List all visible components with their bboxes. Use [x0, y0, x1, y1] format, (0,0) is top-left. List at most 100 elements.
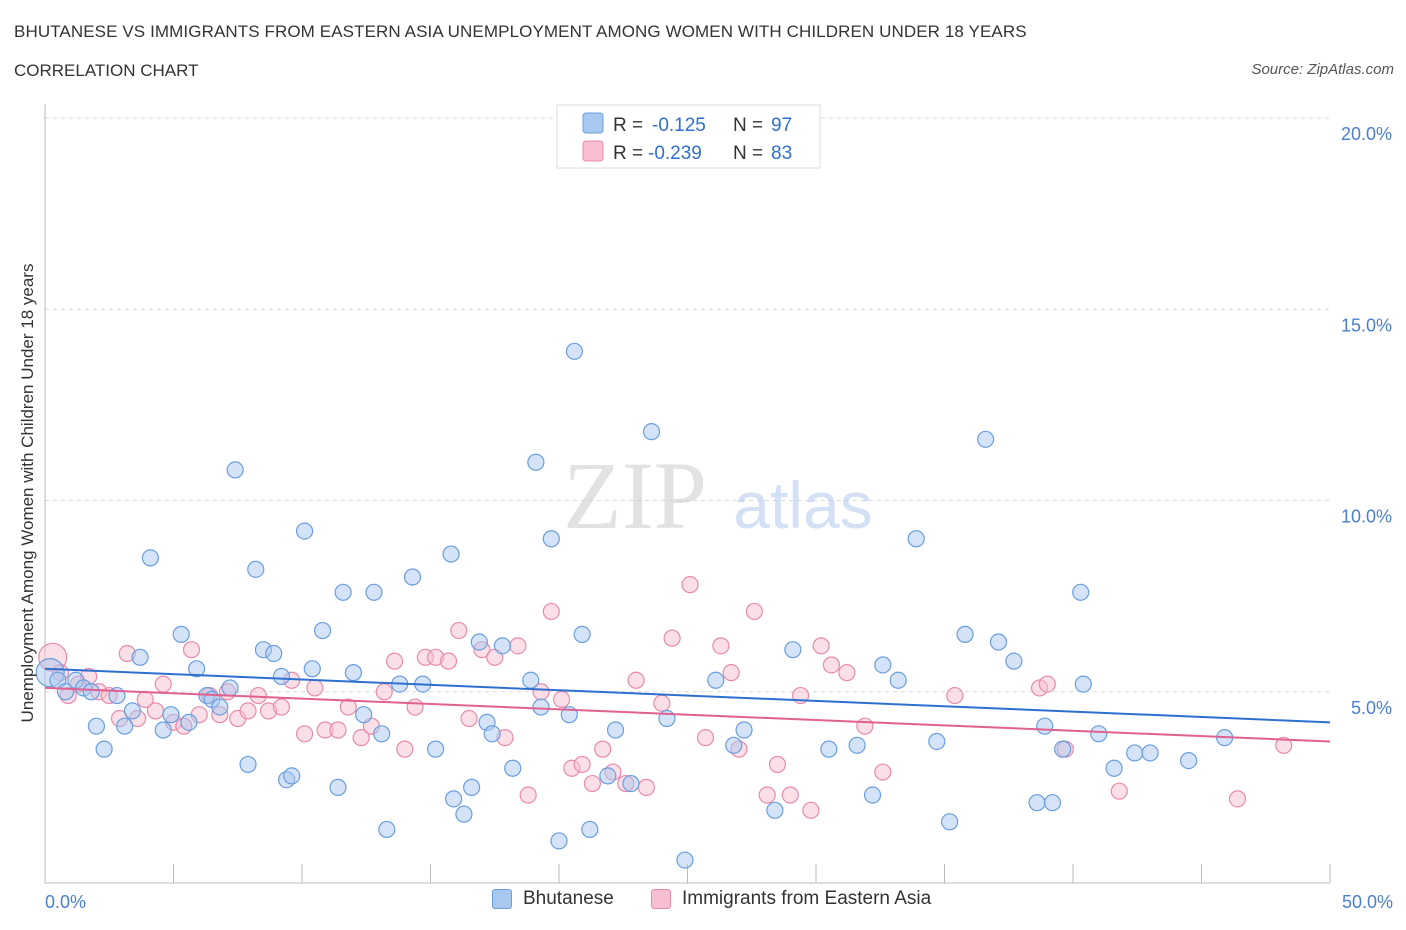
- legend-r-value-1: -0.125: [652, 115, 706, 136]
- data-point: [483, 725, 501, 743]
- data-point: [303, 660, 321, 678]
- data-point: [339, 698, 357, 716]
- data-point: [172, 625, 190, 643]
- data-point: [542, 530, 560, 548]
- data-point: [707, 671, 725, 689]
- data-point: [928, 732, 946, 751]
- gridlines: [45, 117, 1330, 693]
- data-point: [249, 686, 267, 705]
- data-point: [1036, 717, 1054, 735]
- data-point: [406, 698, 424, 716]
- data-point: [509, 637, 527, 655]
- series-bhutanese: [35, 342, 1234, 869]
- data-point: [1074, 675, 1092, 693]
- data-point: [272, 667, 291, 686]
- data-point: [874, 656, 892, 674]
- data-point: [378, 820, 396, 839]
- x-tick-label: 0.0%: [45, 892, 86, 912]
- y-tick-label: 20.0%: [1341, 124, 1392, 144]
- data-point: [527, 453, 545, 471]
- data-point: [439, 652, 458, 670]
- bottom-legend-label-immigrants: Immigrants from Eastern Asia: [682, 888, 932, 909]
- data-point: [848, 736, 866, 754]
- data-point: [221, 679, 239, 697]
- data-point: [637, 778, 655, 796]
- data-point: [781, 786, 799, 804]
- data-point: [622, 774, 640, 793]
- legend-n-value-2: 83: [771, 143, 792, 164]
- data-point: [460, 709, 478, 728]
- data-point: [565, 342, 584, 360]
- data-point: [95, 740, 113, 758]
- data-point: [470, 633, 488, 651]
- chart-title: BHUTANESE VS IMMIGRANTS FROM EASTERN ASI…: [14, 22, 1027, 41]
- bottom-legend-swatch-immigrants: [651, 889, 671, 909]
- data-point: [87, 717, 106, 735]
- data-point: [627, 671, 645, 689]
- data-point: [1054, 740, 1072, 758]
- data-point: [375, 683, 393, 701]
- data-point: [712, 637, 730, 655]
- legend-swatch-bhutanese: [582, 112, 604, 134]
- y-tick-label: 15.0%: [1341, 315, 1392, 335]
- data-point: [735, 721, 753, 739]
- data-point: [211, 698, 229, 716]
- bottom-legend-swatch-bhutanese: [492, 889, 512, 909]
- x-tick-label: 50.0%: [1342, 892, 1393, 912]
- data-point: [403, 568, 422, 586]
- bottom-legend-label-bhutanese: Bhutanese: [523, 888, 614, 909]
- data-point: [681, 576, 699, 594]
- data-point: [1090, 725, 1108, 743]
- legend-n-label-1: N =: [733, 115, 763, 136]
- data-point: [745, 602, 763, 621]
- data-point: [1126, 744, 1144, 762]
- data-point: [542, 602, 560, 621]
- data-point: [663, 629, 681, 647]
- data-point: [182, 641, 201, 659]
- data-point: [522, 671, 540, 689]
- data-point: [653, 694, 671, 712]
- data-point: [820, 740, 838, 758]
- data-point: [295, 522, 314, 540]
- data-point: [1105, 759, 1123, 777]
- data-point: [306, 679, 324, 697]
- data-point: [977, 430, 995, 448]
- trend-line-bhutanese: [44, 667, 1331, 724]
- legend-swatch-immigrants: [582, 140, 604, 162]
- data-point: [989, 633, 1008, 651]
- data-point: [766, 801, 784, 819]
- data-point: [1228, 790, 1247, 808]
- legend-n-label-2: N =: [733, 143, 763, 164]
- data-point: [784, 641, 802, 659]
- data-point: [956, 625, 974, 643]
- data-point: [329, 778, 347, 796]
- data-point: [463, 778, 481, 796]
- data-point: [450, 621, 468, 640]
- data-point: [265, 644, 283, 663]
- data-point: [365, 583, 383, 601]
- source-label: Source: ZipAtlas.com: [1251, 61, 1394, 78]
- data-point: [1028, 794, 1046, 812]
- data-point: [188, 660, 206, 678]
- data-point: [696, 729, 715, 747]
- data-point: [442, 545, 460, 563]
- legend-r-value-2: -0.239: [648, 143, 702, 164]
- data-point: [550, 832, 568, 850]
- data-point: [594, 740, 612, 758]
- trend-line-immigrants: [44, 686, 1331, 743]
- data-point: [941, 813, 959, 831]
- data-point: [802, 801, 820, 819]
- data-point: [863, 786, 882, 804]
- legend-r-label-2: R =: [613, 143, 643, 164]
- data-point: [1005, 652, 1023, 670]
- chart-subtitle: CORRELATION CHART: [14, 61, 199, 80]
- data-point: [162, 706, 180, 724]
- data-point: [758, 786, 776, 804]
- data-point: [504, 759, 522, 777]
- data-point: [146, 702, 165, 720]
- data-point: [239, 702, 257, 720]
- legend-n-value-1: 97: [771, 115, 792, 136]
- data-point: [581, 820, 599, 839]
- data-point: [768, 755, 787, 774]
